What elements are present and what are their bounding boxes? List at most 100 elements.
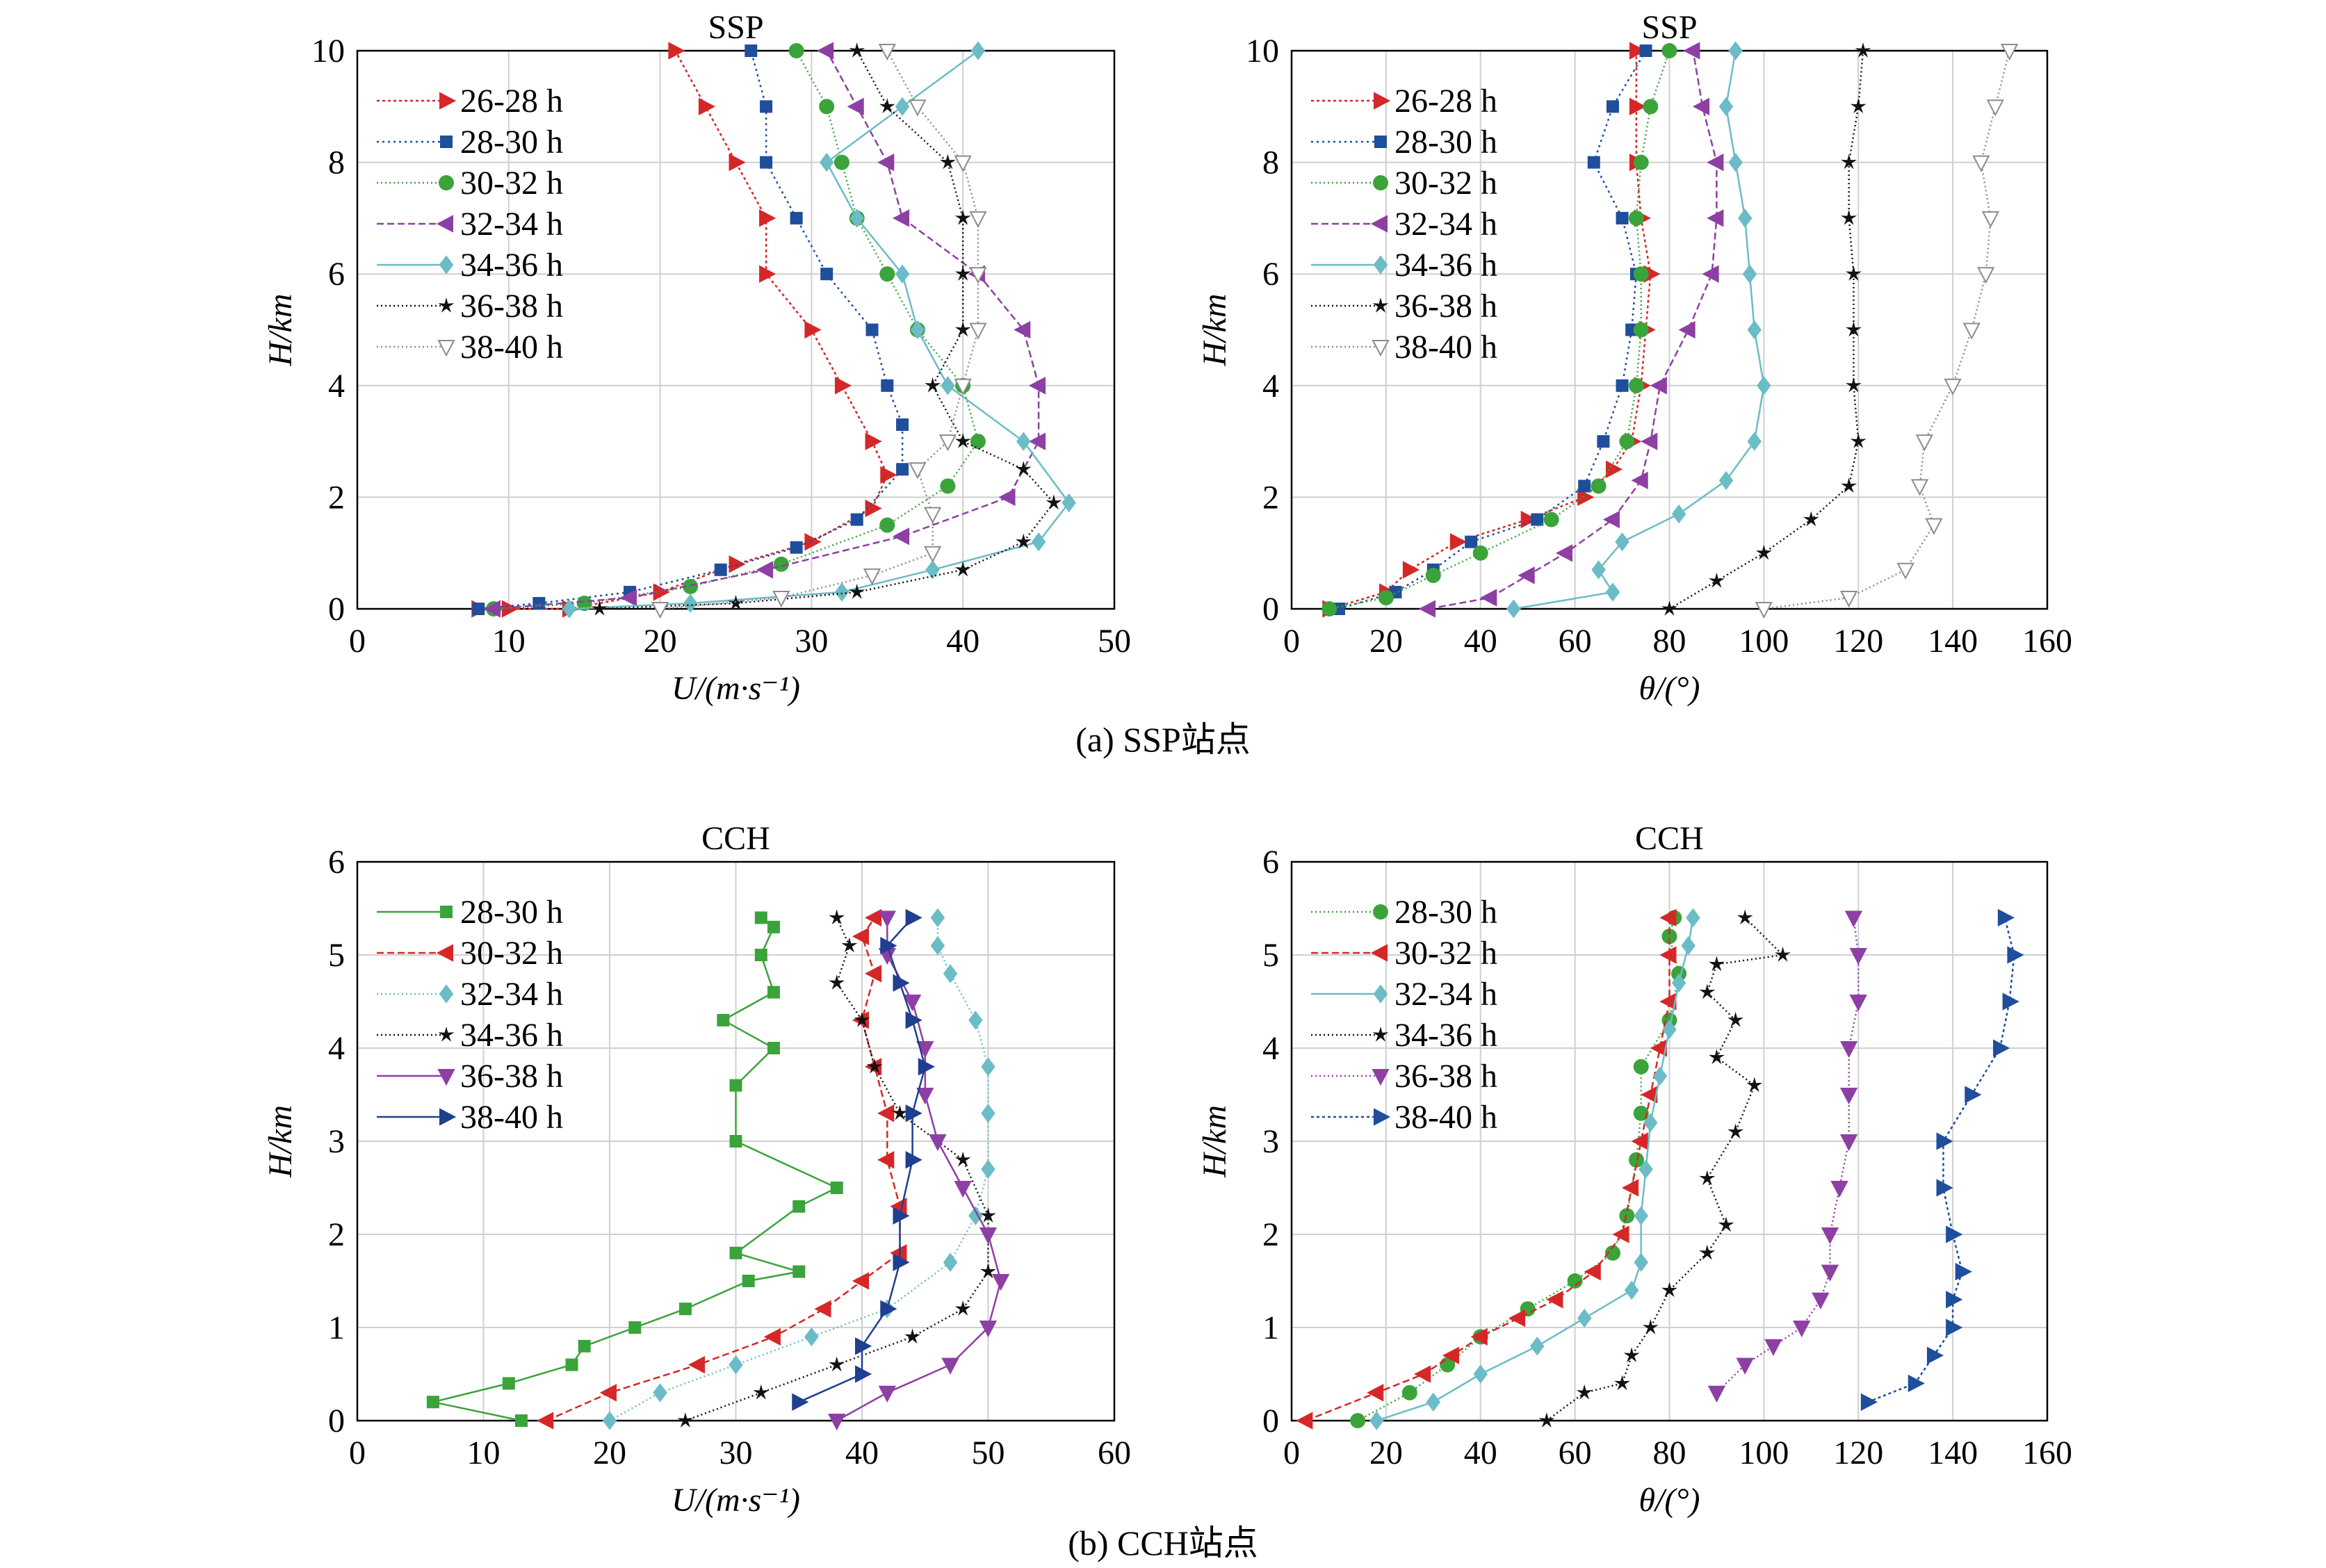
legend-label: 30-32 h [460, 935, 563, 972]
series-line [599, 50, 1055, 610]
data-point [829, 974, 845, 990]
data-point [1855, 42, 1871, 58]
plot-frame [1290, 860, 2049, 1422]
data-point [759, 209, 776, 227]
data-point [916, 1041, 934, 1059]
data-point [814, 1300, 831, 1318]
data-point [619, 589, 637, 607]
x-tick-label: 50 [972, 1435, 1005, 1471]
y-tick-label: 6 [1262, 844, 1279, 881]
x-tick-label: 60 [1098, 1435, 1131, 1471]
data-point [1830, 1181, 1848, 1198]
data-point [1543, 512, 1559, 528]
data-point [602, 1411, 617, 1430]
data-point [910, 320, 925, 340]
chart-panel-3: 0 10 20 30 40 50 60 0 1 2 3 4 5 6 CCH U/(m·s⁻¹) H/km 28-3… [262, 820, 1131, 1519]
legend-label: 36-38 h [1394, 1058, 1497, 1095]
data-point [714, 563, 727, 576]
data-point [1993, 1039, 2010, 1057]
data-point [1747, 320, 1762, 340]
data-point [865, 323, 879, 336]
chart-panel-1: 0 10 20 30 40 50 0 2 4 6 8 10 SSP U/(m·s⁻¹) H/km 26-28 … [262, 9, 1131, 707]
data-point [1015, 533, 1032, 549]
x-tick-label: 40 [845, 1435, 879, 1471]
data-point [1350, 1413, 1366, 1428]
data-point [1755, 602, 1773, 619]
legend-marker [1373, 904, 1388, 920]
data-point [1014, 320, 1031, 339]
data-point [1442, 1346, 1459, 1364]
y-tick-label: 1 [1262, 1309, 1279, 1346]
data-point [537, 1412, 554, 1430]
x-tick-label: 0 [349, 623, 366, 660]
data-point [1604, 1245, 1620, 1261]
data-point [954, 209, 971, 225]
data-point [1633, 1105, 1649, 1121]
y-tick-label: 2 [328, 1216, 345, 1253]
data-point [895, 97, 910, 116]
data-point [1046, 494, 1062, 510]
series-line [1546, 917, 1785, 1422]
x-axis-label: θ/(°) [1638, 1482, 1700, 1519]
y-tick-label: 2 [328, 479, 345, 516]
data-point [1418, 600, 1436, 618]
data-point [943, 1252, 958, 1272]
legend-label: 36-38 h [1394, 288, 1497, 325]
legend-label: 34-36 h [1394, 247, 1497, 284]
data-point [1659, 946, 1677, 964]
data-point [991, 1274, 1010, 1291]
data-point [879, 266, 895, 282]
legend-label: 30-32 h [1394, 935, 1497, 972]
data-point [1946, 1318, 1963, 1337]
data-point [880, 466, 897, 484]
legend-marker [438, 297, 455, 313]
data-point [788, 43, 804, 58]
data-point [1793, 1321, 1811, 1338]
series-6 [1661, 42, 1871, 616]
x-tick-label: 40 [946, 623, 979, 660]
data-point [879, 98, 895, 113]
legend-marker [1372, 1027, 1389, 1042]
plot-frame [356, 860, 1116, 1422]
data-point [841, 937, 858, 953]
data-point [905, 1011, 922, 1029]
data-point [855, 1365, 872, 1383]
data-point [849, 583, 865, 599]
data-point [1530, 1337, 1545, 1356]
data-point [1671, 973, 1686, 993]
x-tick-label: 10 [467, 1435, 501, 1471]
data-point [1616, 379, 1629, 392]
data-point [909, 99, 927, 117]
data-point [923, 507, 942, 524]
data-point [790, 541, 803, 554]
caption-b: (b) CCH站点 [1068, 1524, 1258, 1562]
data-point [877, 153, 895, 172]
data-point [1775, 947, 1791, 962]
data-point [980, 1263, 996, 1279]
data-point [729, 1355, 743, 1375]
legend-marker [1372, 1069, 1390, 1086]
data-point [1567, 1273, 1583, 1289]
data-point [599, 1384, 617, 1402]
data-point [847, 97, 864, 115]
data-point [833, 154, 849, 170]
legend-marker [1374, 1108, 1391, 1126]
data-point [532, 596, 546, 610]
data-point [930, 908, 945, 928]
legend-label: 32-34 h [1394, 206, 1497, 243]
x-tick-label: 140 [1928, 1435, 1978, 1471]
data-point [1628, 377, 1644, 393]
data-point [698, 97, 716, 115]
data-point [760, 100, 773, 113]
x-tick-label: 100 [1739, 623, 1789, 660]
data-point [1910, 479, 1929, 496]
data-point [1506, 599, 1521, 619]
legend-marker [437, 340, 455, 357]
data-point [923, 546, 942, 563]
data-point [729, 1246, 742, 1259]
data-point [1465, 535, 1478, 548]
x-tick-label: 40 [1464, 623, 1497, 660]
legend: 26-28 h 28-30 h 30-32 h 32-34 h 34-36 h 36-38… [1311, 83, 1497, 366]
series-4 [1538, 909, 1791, 1428]
y-tick-label: 5 [328, 937, 345, 974]
